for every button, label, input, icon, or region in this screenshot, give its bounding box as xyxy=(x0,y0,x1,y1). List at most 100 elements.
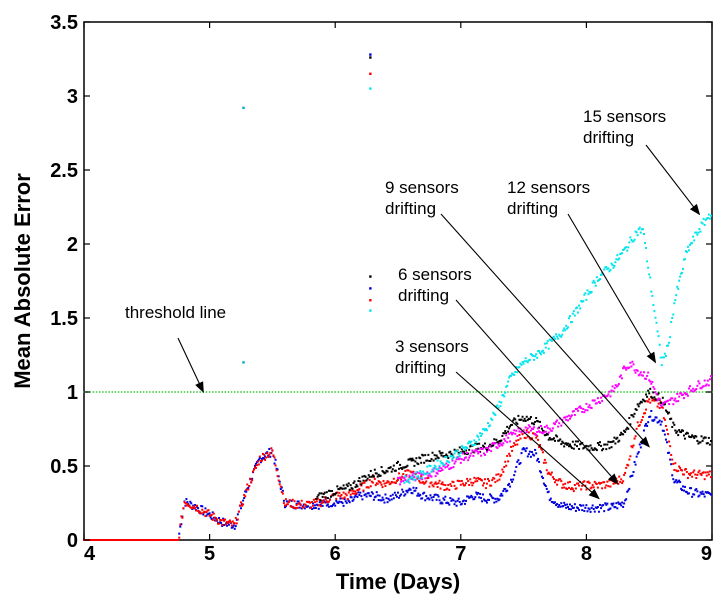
threshold-point xyxy=(315,391,318,393)
series-point xyxy=(624,246,627,249)
threshold-point xyxy=(434,391,437,393)
series-point xyxy=(560,424,563,427)
series-point xyxy=(512,373,515,376)
series-point xyxy=(487,422,490,425)
series-point xyxy=(589,406,592,409)
series-point xyxy=(374,484,377,487)
series-point xyxy=(268,453,271,456)
series-point xyxy=(280,491,283,494)
series-point xyxy=(648,398,651,401)
series-point xyxy=(705,491,708,494)
series-point xyxy=(659,356,662,359)
series-point xyxy=(574,509,577,512)
series-point xyxy=(684,250,687,253)
series-point xyxy=(390,480,393,483)
series-point xyxy=(650,396,653,399)
series-point xyxy=(159,539,162,541)
series-point xyxy=(432,467,435,470)
series-point xyxy=(418,472,421,475)
series-point xyxy=(475,441,478,444)
series-point xyxy=(244,495,247,498)
series-point xyxy=(532,422,535,425)
threshold-point xyxy=(525,391,528,393)
series-point xyxy=(305,505,308,508)
series-point xyxy=(459,503,462,506)
series-point xyxy=(460,458,463,461)
series-point xyxy=(456,499,459,502)
series-point xyxy=(196,505,199,508)
series-point xyxy=(539,353,542,356)
threshold-point xyxy=(576,391,578,393)
series-point xyxy=(332,494,335,497)
series-point xyxy=(700,435,703,438)
series-point xyxy=(470,452,473,455)
series-point xyxy=(522,362,525,365)
threshold-point xyxy=(412,391,415,393)
series-point xyxy=(445,462,448,465)
series-point xyxy=(492,476,495,479)
series-point xyxy=(619,480,622,483)
series-point xyxy=(549,438,552,441)
series-point xyxy=(577,507,580,510)
series-point xyxy=(481,479,484,482)
series-point xyxy=(384,471,387,474)
series-point xyxy=(193,505,196,508)
series-point xyxy=(467,495,470,498)
series-point xyxy=(657,397,660,400)
series-point xyxy=(703,436,706,439)
series-point xyxy=(651,397,654,400)
series-point xyxy=(647,421,650,424)
series-point xyxy=(426,465,429,468)
series-point xyxy=(496,441,499,444)
series-point xyxy=(408,474,411,477)
outlier-point xyxy=(369,287,372,290)
series-point xyxy=(455,487,458,490)
series-point xyxy=(179,525,182,528)
series-point xyxy=(503,395,506,398)
series-point xyxy=(236,513,239,516)
series-point xyxy=(462,499,465,502)
series-point xyxy=(483,429,486,432)
series-point xyxy=(334,504,337,507)
series-point xyxy=(583,411,586,414)
series-point xyxy=(463,456,466,459)
series-point xyxy=(443,464,446,467)
series-point xyxy=(610,389,613,392)
series-point xyxy=(687,492,690,495)
series-point xyxy=(316,495,319,498)
series-point xyxy=(554,481,556,484)
series-point xyxy=(359,483,362,486)
series-point xyxy=(487,498,490,501)
series-5 xyxy=(403,213,712,484)
series-point xyxy=(661,406,664,409)
outlier-point xyxy=(242,361,245,364)
series-point xyxy=(583,509,586,512)
series-point xyxy=(551,427,554,430)
threshold-point xyxy=(491,391,494,393)
series-point xyxy=(415,471,418,474)
series-point xyxy=(368,475,371,478)
series-point xyxy=(149,539,152,541)
series-point xyxy=(452,455,455,458)
series-point xyxy=(687,387,690,390)
series-point xyxy=(533,454,536,457)
series-point xyxy=(601,487,604,490)
series-point xyxy=(665,400,668,403)
series-point xyxy=(296,500,299,503)
series-point xyxy=(522,419,525,422)
series-point xyxy=(656,393,659,396)
series-point xyxy=(505,464,508,467)
series-point xyxy=(185,504,188,507)
series-point xyxy=(441,481,444,484)
series-point xyxy=(398,472,401,475)
series-point xyxy=(420,473,423,476)
series-point xyxy=(400,480,403,483)
series-point xyxy=(353,492,356,495)
series-point xyxy=(539,425,542,428)
series-point xyxy=(631,414,634,417)
series-point xyxy=(615,385,618,388)
series-point xyxy=(607,508,610,511)
threshold-point xyxy=(324,391,327,393)
threshold-point xyxy=(328,391,330,393)
series-point xyxy=(481,432,484,435)
